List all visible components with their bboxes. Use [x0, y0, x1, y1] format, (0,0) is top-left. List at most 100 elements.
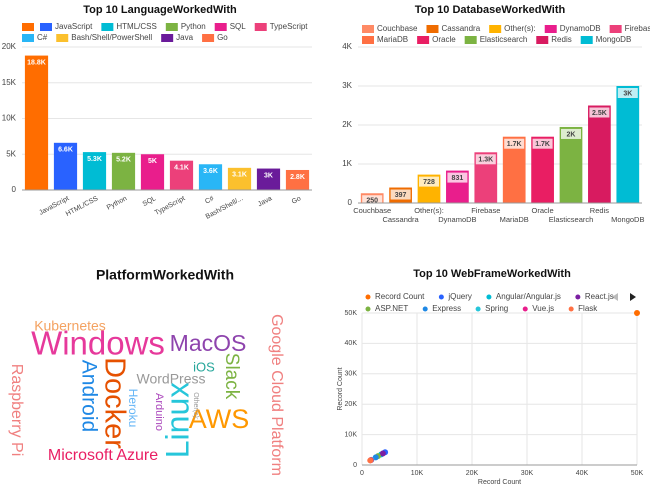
y-tick-label: 0	[348, 198, 353, 207]
legend-label: Other(s):	[504, 24, 536, 33]
x-axis-label: Record Count	[478, 479, 521, 485]
value-label: 3K	[623, 90, 632, 97]
legend-swatch	[426, 25, 439, 33]
value-label-box	[362, 195, 383, 206]
value-label-box	[475, 154, 496, 165]
value-label: 831	[452, 175, 464, 182]
legend-swatch	[544, 25, 557, 33]
value-label: 4.1K	[174, 165, 189, 172]
y-axis-label: Record Count	[337, 367, 344, 410]
legend-label: DynamoDB	[560, 24, 601, 33]
x-tick-label: Other(s):	[414, 206, 444, 215]
legend-label: Angular/Angular.js	[496, 292, 561, 301]
x-tick-label: MongoDB	[611, 215, 644, 224]
cloud-word: Android	[77, 360, 100, 432]
cloud-word: AWS	[189, 404, 250, 434]
legend-pager[interactable]	[612, 293, 636, 301]
cloud-word: Raspberry Pi	[8, 364, 25, 456]
legend-label: ASP.NET	[375, 304, 408, 313]
legend-marker	[575, 294, 581, 300]
cloud-word: Arduino	[153, 393, 165, 431]
bar	[474, 152, 498, 203]
y-tick-label: 50K	[345, 310, 358, 317]
legend-label: Java	[176, 33, 193, 42]
legend-label: HTML/CSS	[116, 22, 156, 31]
legend-swatch	[40, 23, 52, 31]
bar	[82, 152, 107, 190]
x-tick-label: 10K	[411, 470, 424, 477]
bar	[198, 164, 223, 190]
value-label-box	[504, 138, 525, 149]
legend-swatch	[22, 23, 34, 31]
x-tick-label: 50K	[631, 470, 644, 477]
legend-swatch	[56, 34, 69, 42]
x-tick-label: Elasticsearch	[549, 215, 594, 224]
y-tick-label: 2K	[342, 120, 352, 129]
bar	[559, 126, 583, 203]
value-label: 2.8K	[290, 174, 305, 181]
value-label-box	[390, 189, 411, 200]
legend-swatch	[536, 36, 549, 44]
legend-label: Cassandra	[441, 24, 480, 33]
x-tick-label: Go	[291, 195, 303, 206]
legend-label: MongoDB	[596, 35, 632, 44]
x-tick-label: Cassandra	[382, 215, 419, 224]
legend-swatch	[161, 34, 174, 42]
point	[367, 457, 374, 464]
y-tick-label: 30K	[345, 371, 358, 378]
x-tick-label: 30K	[521, 470, 534, 477]
value-label-box	[617, 88, 638, 98]
legend-swatch	[214, 23, 227, 31]
value-label: 5K	[148, 158, 157, 165]
cloud-word: iOS	[193, 359, 215, 374]
cloud-word: MacOS	[170, 330, 247, 356]
legend-label: Elasticsearch	[480, 35, 528, 44]
legend-label: TypeScript	[270, 22, 309, 31]
value-label: 728	[423, 179, 435, 186]
legend-marker	[365, 294, 371, 300]
bar	[24, 55, 49, 190]
x-tick-label: Redis	[590, 206, 609, 215]
legend-label: Oracle	[432, 35, 456, 44]
legend-swatch	[101, 23, 114, 31]
value-label: 1.7K	[507, 141, 522, 148]
bar	[227, 167, 252, 190]
point	[634, 310, 640, 316]
legend-label: jQuery	[447, 292, 472, 301]
x-tick-label: DynamoDB	[438, 215, 476, 224]
legend-label: SQL	[230, 22, 247, 31]
bar	[53, 142, 78, 190]
cloud-word: Linux	[159, 382, 195, 459]
legend-label: Python	[181, 22, 206, 31]
value-label: 2K	[567, 131, 576, 138]
bar	[256, 168, 281, 190]
legend-swatch	[489, 25, 502, 33]
x-tick-label: Couchbase	[353, 206, 391, 215]
x-tick-label: SQL	[142, 195, 158, 208]
x-tick-label: 20K	[466, 470, 479, 477]
pager-prev[interactable]	[612, 293, 618, 301]
legend-marker	[522, 306, 528, 312]
pager-next[interactable]	[630, 293, 636, 301]
cloud-word: Google Cloud Platform	[268, 314, 285, 476]
bar	[140, 154, 165, 190]
cloud-word: WordPress	[137, 371, 206, 387]
value-label: 5.3K	[87, 156, 102, 163]
value-label: 2.5K	[592, 110, 607, 117]
x-tick-label: 0	[360, 470, 364, 477]
bar	[285, 169, 310, 190]
legend-swatch	[417, 36, 430, 44]
legend-label: Express	[432, 304, 461, 313]
y-tick-label: 4K	[342, 42, 352, 51]
legend-label: Record Count	[375, 292, 425, 301]
legend-marker	[365, 306, 371, 312]
value-label-box	[589, 107, 610, 118]
legend-swatch	[362, 25, 374, 33]
legend-marker	[422, 306, 428, 312]
chart-title: Top 10 DatabaseWorkedWith	[415, 4, 566, 16]
legend-label: React.js	[585, 292, 614, 301]
legend-label: Bash/Shell/PowerShell	[71, 33, 152, 42]
x-tick-label: HTML/CSS	[65, 195, 100, 218]
value-label: 1.7K	[535, 141, 550, 148]
